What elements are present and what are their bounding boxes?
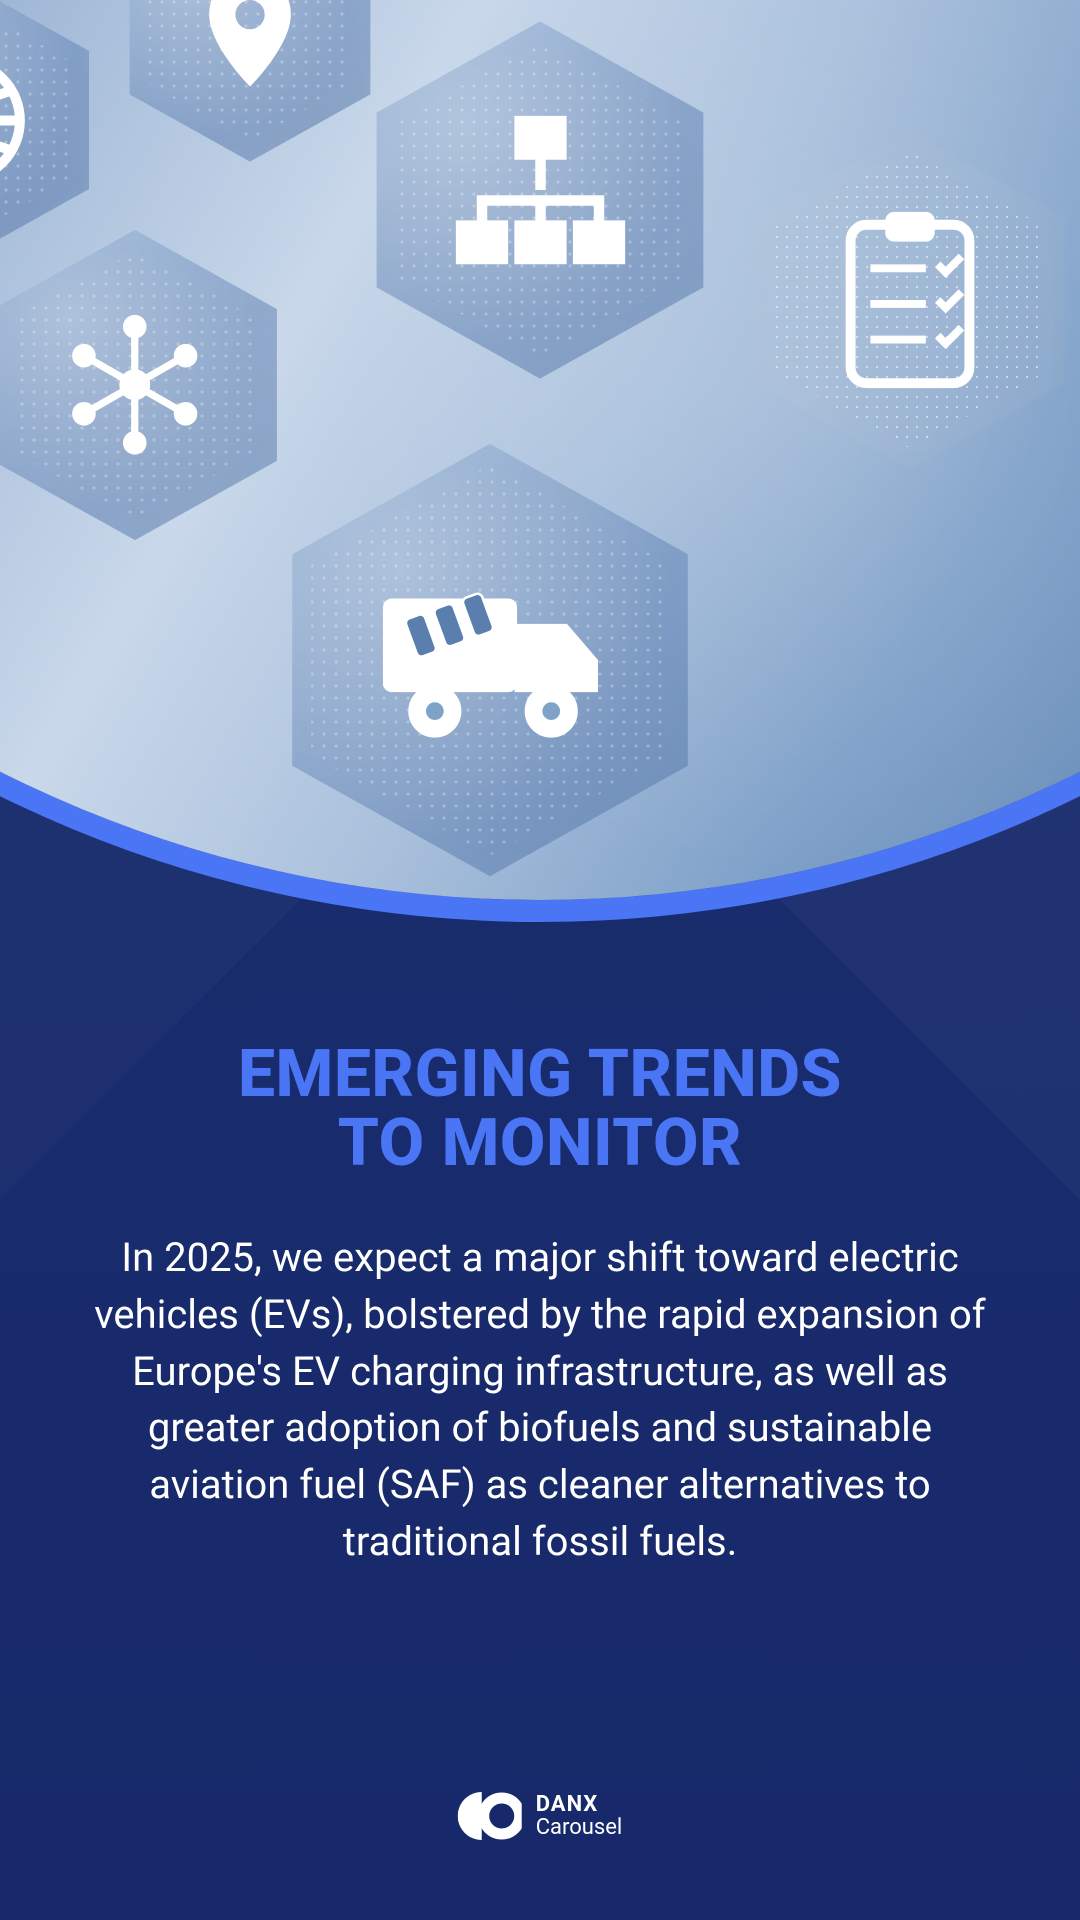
globe-icon	[0, 38, 43, 203]
hex-truck	[260, 430, 720, 890]
brand-name-line1: DANX	[536, 1793, 623, 1816]
hero-area	[0, 0, 1080, 900]
hex-clipboard	[730, 120, 1080, 480]
brand-name-line2: Carousel	[536, 1816, 623, 1839]
clipboard-icon	[811, 201, 1009, 399]
brand-logo: DANX Carousel	[458, 1792, 623, 1840]
hex-org-chart	[350, 10, 730, 390]
hero-background-image	[0, 0, 1080, 900]
brand-logo-text: DANX Carousel	[536, 1793, 623, 1839]
network-icon	[44, 294, 226, 476]
pin-icon	[173, 0, 327, 107]
brand-logo-icon	[458, 1792, 522, 1840]
hex-network	[0, 220, 300, 550]
hex-pin	[110, 0, 390, 170]
org-icon	[436, 96, 645, 305]
body-paragraph: In 2025, we expect a major shift toward …	[80, 1230, 1000, 1571]
page-title: EMERGING TRENDSTO MONITOR	[0, 1040, 1080, 1179]
hero-circle-clip	[0, 0, 1080, 900]
truck-icon	[364, 534, 617, 787]
